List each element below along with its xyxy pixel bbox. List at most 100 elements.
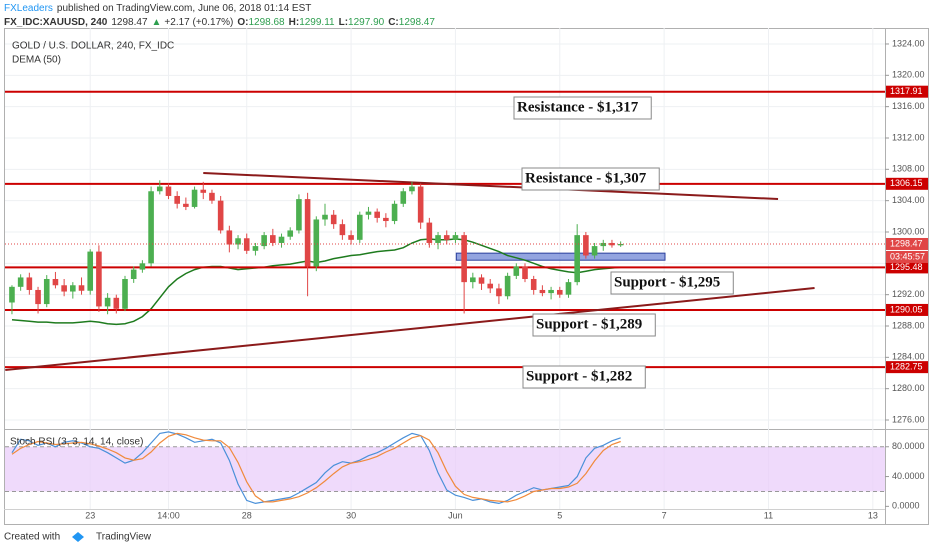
candle-body (330, 214, 337, 225)
x-tick-label: 14:00 (157, 510, 180, 520)
candle-body (191, 189, 198, 207)
trendline (203, 172, 779, 201)
candle-body (487, 283, 494, 289)
y-tick-label: 1312.00 (892, 132, 925, 142)
candle-body (496, 288, 502, 297)
plot: 1317.91 1306.15 1295.48 1290.05 1282.75 1298.… (5, 85, 928, 505)
price: 1298.47 (111, 17, 148, 28)
candle-body (96, 251, 102, 307)
candle-body (600, 242, 607, 247)
candle-body (461, 235, 467, 283)
candle-body (409, 186, 415, 192)
candle-body (35, 289, 41, 305)
y-tick-label: 1320.00 (892, 70, 925, 80)
candle-body (139, 263, 146, 270)
candle-body (591, 246, 598, 256)
candle-body (470, 277, 476, 283)
candle-body (61, 285, 67, 292)
stoch-line (11, 432, 621, 503)
candle-body (261, 235, 267, 247)
published: published on TradingView.com, June 06, 2… (57, 3, 311, 14)
level-tag (886, 261, 928, 274)
y-tick-label: 1308.00 (892, 164, 925, 174)
candle-body (200, 189, 207, 193)
candle-body (400, 191, 407, 204)
annotation-text: Resistance - $1,317 (517, 99, 639, 115)
candle-body (113, 297, 120, 309)
level-tag (886, 177, 928, 190)
candle-body (270, 235, 276, 243)
x-tick-label: 13 (868, 510, 878, 520)
annotation-box (521, 167, 660, 191)
countdown-tag (886, 250, 928, 263)
candle-body (104, 297, 111, 307)
y-tick-label: 1324.00 (892, 38, 925, 48)
ohlc-label: L: (339, 17, 348, 28)
candle-body (296, 199, 302, 231)
candle-body (556, 289, 563, 295)
annotation-box (522, 365, 646, 389)
candle-body (304, 199, 311, 267)
arrow: ▲ (152, 17, 162, 28)
y-tick-label: 0.0000 (892, 501, 920, 511)
footer-created: Created with (4, 532, 60, 543)
ohlc-label: O: (237, 17, 248, 28)
candle-body (174, 195, 180, 204)
candle-body (165, 186, 172, 196)
candle-body (443, 235, 450, 240)
y-tick-label: 80.0000 (892, 441, 925, 451)
candle-body (130, 269, 137, 279)
annotation-box (610, 271, 734, 295)
y-tick-label: 1288.00 (892, 320, 925, 330)
stoch-label: Stoch RSI (3, 3, 14, 14, close) (10, 437, 143, 448)
y-tick-label: 1284.00 (892, 352, 925, 362)
y-tick-label: 1276.00 (892, 414, 925, 424)
candle-body (426, 222, 433, 243)
annotation-text: Support - $1,295 (614, 274, 720, 290)
level-label: 1282.75 (890, 362, 923, 372)
candle-body (235, 238, 241, 245)
candle-body (504, 275, 511, 297)
candle-body (87, 251, 94, 291)
candle-body (522, 266, 528, 279)
zone-box (455, 252, 666, 261)
candle-body (252, 246, 259, 251)
stoch-band (5, 446, 885, 492)
annotation-text: Resistance - $1,307 (525, 170, 647, 186)
level-label: 1295.48 (890, 262, 923, 272)
change: +2.17 (+0.17%) (164, 17, 233, 28)
ohlc-value: 1297.90 (348, 17, 385, 28)
candle-body (322, 214, 328, 220)
symbol-line: FX_IDC:XAUUSD, 240 1298.47 ▲ +2.17 (+0.17%)… (4, 17, 435, 28)
candle-body (530, 278, 537, 290)
candle-body (43, 278, 50, 305)
candle-body (452, 235, 459, 240)
candle-body (565, 282, 572, 295)
x-tick-label: 5 (557, 510, 562, 520)
stoch-line (11, 431, 621, 505)
chart-title: GOLD / U.S. DOLLAR, 240, FX_IDC (12, 41, 174, 52)
countdown: 03:45:57 (890, 251, 925, 261)
candle-body (313, 219, 320, 267)
annotation-box (513, 96, 652, 120)
candle-body (617, 243, 624, 246)
candle-body (122, 278, 128, 309)
y-tick-label: 1300.00 (892, 226, 925, 236)
ohlc-label: C: (388, 17, 399, 28)
tv-logo (72, 532, 84, 542)
candle-body (374, 211, 380, 218)
candle-body (26, 277, 33, 290)
level-tag (886, 303, 928, 316)
candle-body (70, 285, 76, 292)
level-tag (886, 85, 928, 98)
candle-body (583, 235, 589, 256)
trendline (5, 287, 815, 372)
candle-body (478, 277, 485, 284)
annotation-box (532, 313, 656, 337)
ohlc-value: 1298.47 (399, 17, 436, 28)
candle-body (287, 230, 294, 237)
x-tick-label: 11 (764, 510, 773, 520)
candle-body (513, 266, 520, 276)
candle-body (52, 278, 59, 286)
